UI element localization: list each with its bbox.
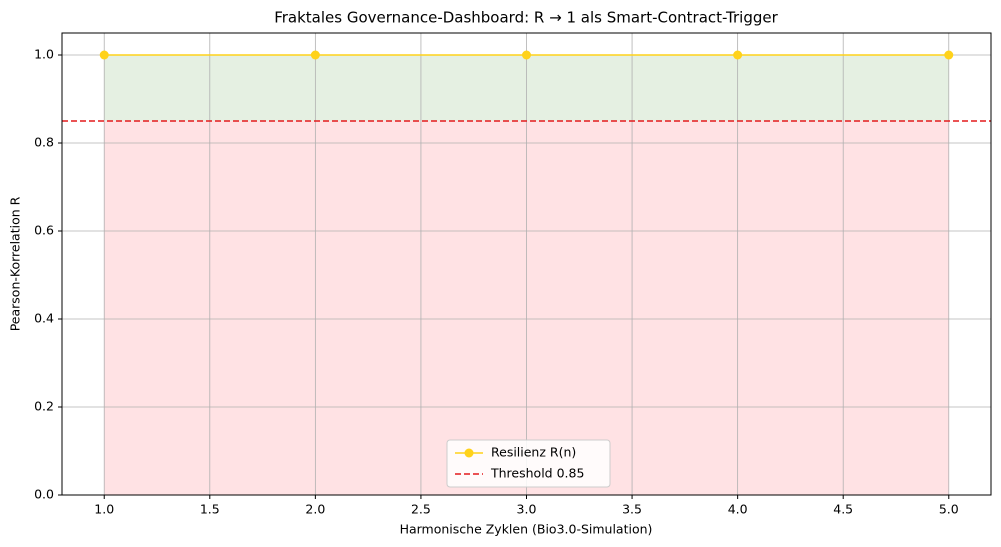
plot-area: 1.0 1.5 2.0 2.5 3.0 3.5 4.0 4.5 5.0 0.0 0.2 0.4 0.6 0… xyxy=(34,32,992,517)
x-tick-label: 4.0 xyxy=(728,502,748,517)
y-tick-label: 0.8 xyxy=(34,135,54,150)
x-tick-label: 3.0 xyxy=(517,502,537,517)
x-tick-label: 1.0 xyxy=(94,502,114,517)
legend-label: Threshold 0.85 xyxy=(490,466,584,481)
x-tick-label: 3.5 xyxy=(622,502,642,517)
axes-frame xyxy=(61,32,992,496)
legend: Resilienz R(n) Threshold 0.85 xyxy=(446,439,611,488)
y-tick-label: 0.2 xyxy=(34,399,54,414)
series-marker xyxy=(522,50,531,60)
series-marker xyxy=(944,50,954,60)
x-tick-label: 4.5 xyxy=(833,502,853,517)
x-tick-label: 2.5 xyxy=(411,502,431,517)
series-marker xyxy=(310,50,320,60)
x-tick-label: 5.0 xyxy=(939,502,959,517)
legend-box xyxy=(446,439,611,488)
x-tick-label: 1.5 xyxy=(200,502,220,517)
legend-label: Resilienz R(n) xyxy=(491,445,576,460)
legend-marker xyxy=(464,448,474,458)
y-tick-label: 1.0 xyxy=(34,47,54,62)
y-axis-label: Pearson-Korrelation R xyxy=(8,196,23,331)
y-tick-label: 0.4 xyxy=(34,311,54,326)
y-tick-label: 0.6 xyxy=(34,223,54,238)
y-tick-label: 0.0 xyxy=(34,487,54,502)
x-tick-label: 2.0 xyxy=(305,502,325,517)
chart-title: Fraktales Governance-Dashboard: R → 1 al… xyxy=(274,9,778,27)
series-marker xyxy=(99,50,109,60)
x-axis-label: Harmonische Zyklen (Bio3.0-Simulation) xyxy=(400,522,653,537)
series-marker xyxy=(733,50,743,60)
